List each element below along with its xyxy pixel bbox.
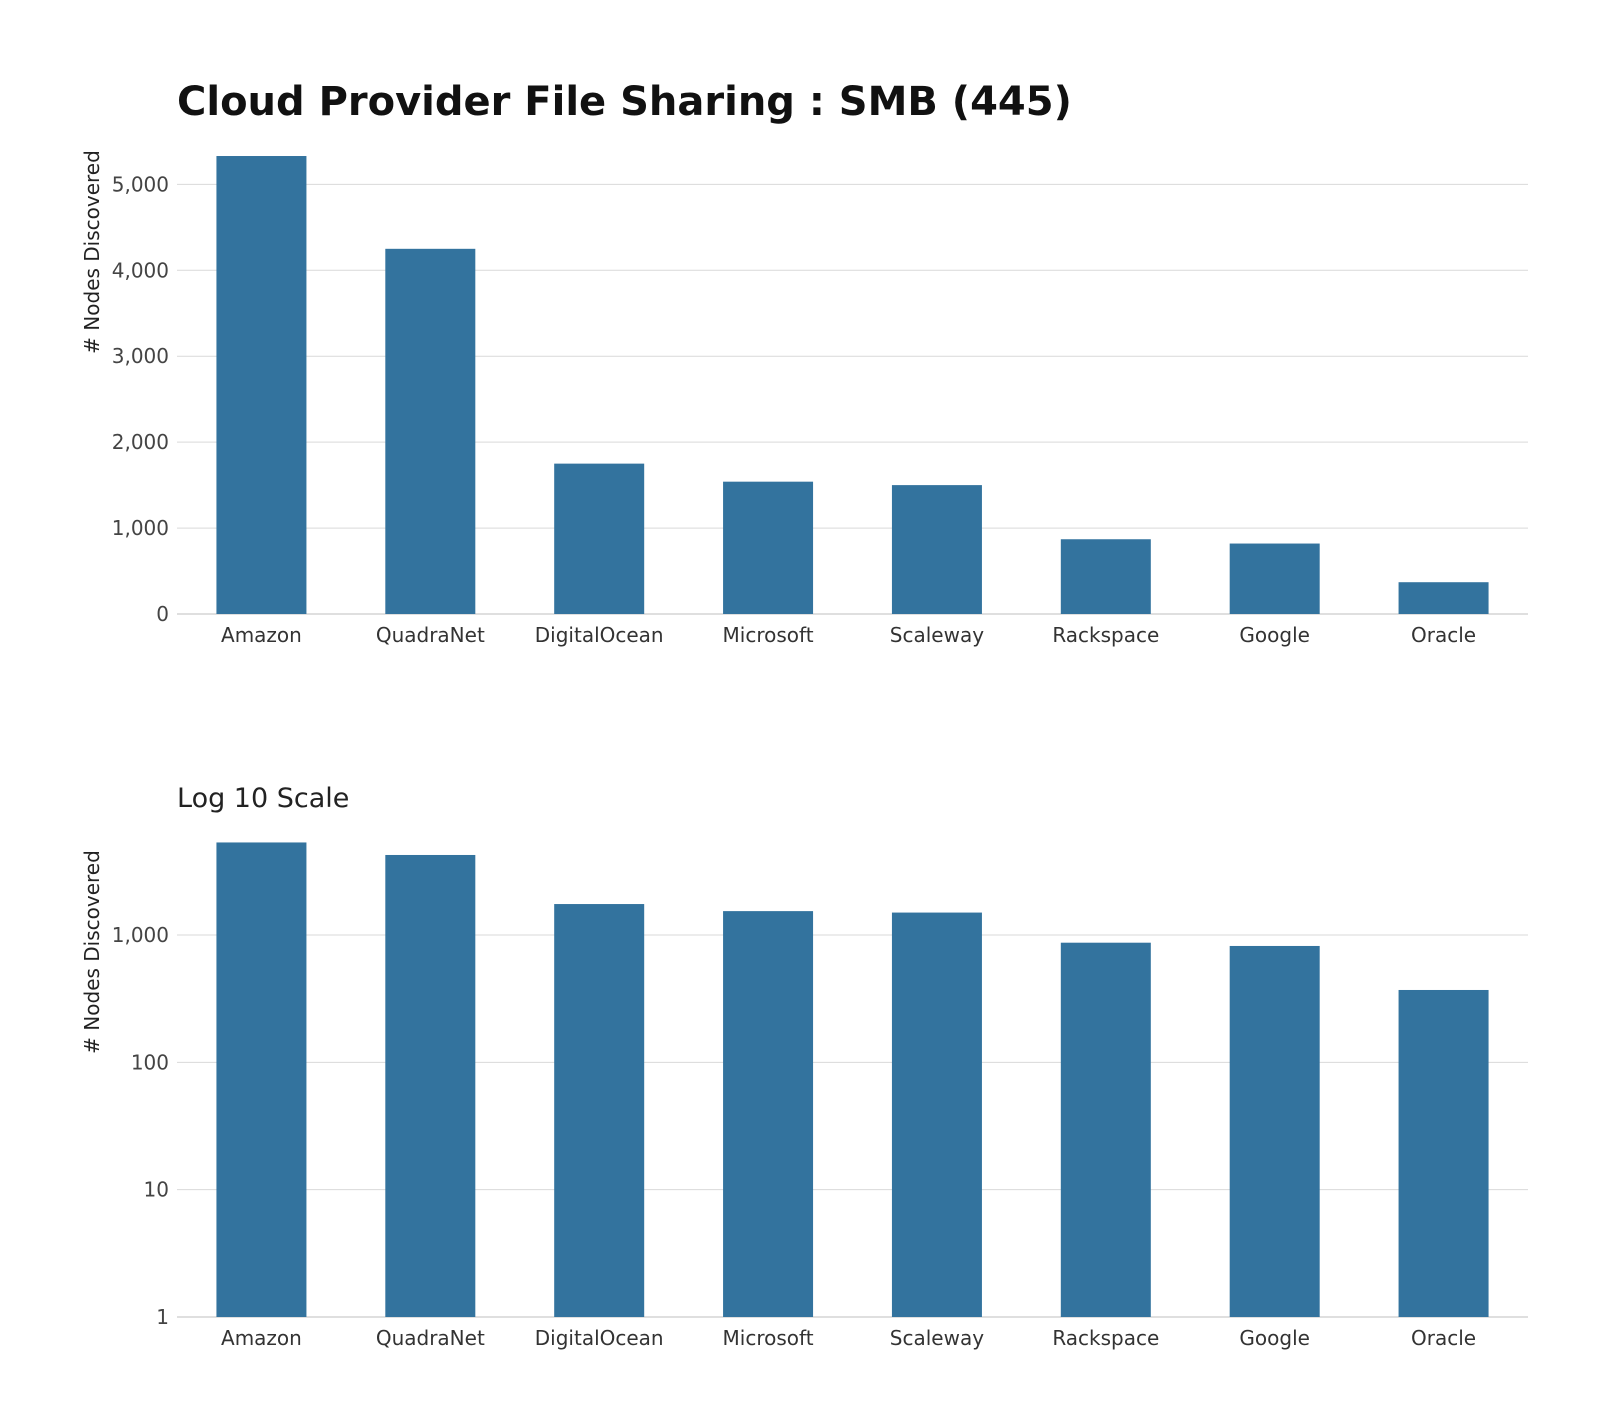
- top-x-tick-label: Amazon: [221, 623, 302, 647]
- bottom-x-tick-label: Oracle: [1411, 1326, 1476, 1350]
- bottom-bar-quadranet: [385, 854, 476, 1317]
- bottom-x-ticks: Amazon QuadraNet DigitalOcean Microsoft Scal…: [221, 1326, 1476, 1350]
- top-bar-amazon: [216, 156, 307, 614]
- top-x-tick-label: Rackspace: [1052, 623, 1159, 647]
- bottom-x-tick-label: DigitalOcean: [535, 1326, 664, 1350]
- top-y-ticks: 0 1,000 2,000 3,000 4,000 5,000: [112, 172, 169, 626]
- bottom-x-tick-label: Amazon: [221, 1326, 302, 1350]
- top-bar-rackspace: [1060, 539, 1151, 614]
- top-y-tick-label: 5,000: [112, 172, 169, 196]
- top-bar-oracle: [1398, 582, 1489, 614]
- bottom-bars: [216, 842, 1489, 1317]
- top-x-tick-label: Scaleway: [890, 623, 984, 647]
- top-x-tick-label: QuadraNet: [376, 623, 485, 647]
- top-gridlines: [177, 183, 1528, 615]
- top-bar-digitalocean: [554, 463, 645, 614]
- top-y-tick-label: 2,000: [112, 430, 169, 454]
- top-y-tick-label: 3,000: [112, 344, 169, 368]
- top-x-ticks: Amazon QuadraNet DigitalOcean Microsoft Scal…: [221, 623, 1476, 647]
- top-y-axis-label: # Nodes Discovered: [80, 150, 104, 354]
- top-x-tick-label: Microsoft: [723, 623, 814, 647]
- bottom-x-tick-label: Google: [1239, 1326, 1310, 1350]
- bottom-y-tick-label: 1,000: [112, 923, 169, 947]
- top-bar-microsoft: [723, 481, 814, 614]
- top-x-tick-label: DigitalOcean: [535, 623, 664, 647]
- bottom-y-tick-label: 10: [144, 1178, 169, 1202]
- bottom-bar-scaleway: [891, 912, 982, 1317]
- bottom-bar-rackspace: [1060, 942, 1151, 1317]
- top-bar-google: [1229, 543, 1320, 614]
- bottom-bar-amazon: [216, 842, 307, 1317]
- chart-title: Cloud Provider File Sharing : SMB (445): [177, 79, 1072, 125]
- bottom-gridlines: [177, 934, 1528, 1318]
- top-y-tick-label: 4,000: [112, 258, 169, 282]
- top-x-tick-label: Oracle: [1411, 623, 1476, 647]
- bottom-bar-oracle: [1398, 989, 1489, 1317]
- bottom-y-ticks: 1 10 100 1,000: [112, 923, 169, 1329]
- bottom-x-tick-label: QuadraNet: [376, 1326, 485, 1350]
- top-x-tick-label: Google: [1239, 623, 1310, 647]
- bottom-x-tick-label: Scaleway: [890, 1326, 984, 1350]
- top-y-tick-label: 1,000: [112, 516, 169, 540]
- top-bars: [216, 156, 1489, 614]
- bottom-y-tick-label: 100: [131, 1050, 169, 1074]
- bottom-x-tick-label: Microsoft: [723, 1326, 814, 1350]
- log-chart-title: Log 10 Scale: [177, 783, 349, 814]
- top-bar-quadranet: [385, 248, 476, 614]
- bottom-bar-microsoft: [723, 911, 814, 1317]
- bottom-bar-google: [1229, 945, 1320, 1317]
- top-y-tick-label: 0: [156, 602, 169, 626]
- bottom-bar-digitalocean: [554, 904, 645, 1317]
- bottom-y-axis-label: # Nodes Discovered: [80, 850, 104, 1054]
- bottom-x-tick-label: Rackspace: [1052, 1326, 1159, 1350]
- bottom-y-tick-label: 1: [156, 1305, 169, 1329]
- top-bar-scaleway: [891, 485, 982, 614]
